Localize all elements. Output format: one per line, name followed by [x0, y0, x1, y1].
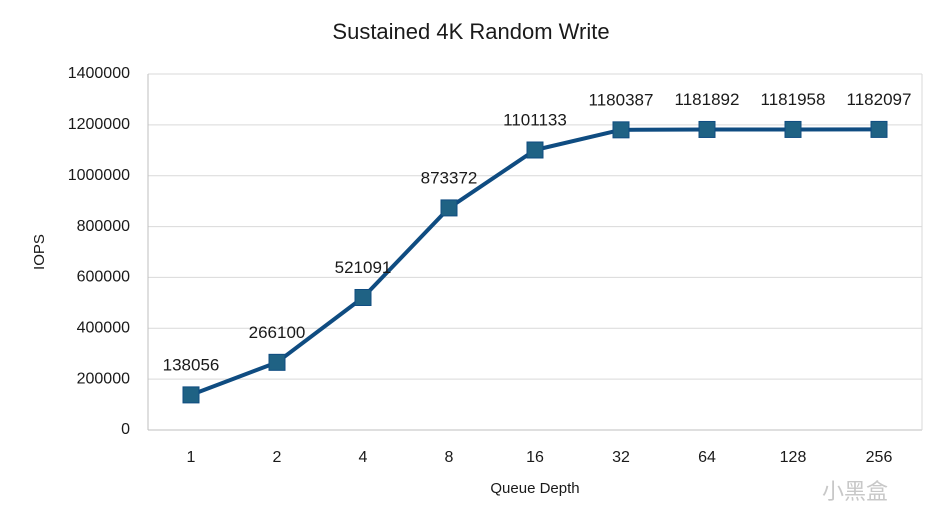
- y-tick-label: 0: [121, 421, 130, 438]
- data-point: [268, 353, 286, 371]
- y-axis-label: IOPS: [31, 234, 48, 270]
- x-tick-label: 8: [445, 449, 454, 466]
- data-point: [354, 288, 372, 306]
- data-label: 873372: [421, 168, 478, 187]
- y-tick-label: 800000: [77, 218, 130, 235]
- x-tick-label: 256: [866, 449, 893, 466]
- x-tick-label: 32: [612, 449, 630, 466]
- chart-title: Sustained 4K Random Write: [332, 19, 609, 44]
- data-label: 1182097: [847, 90, 912, 109]
- x-tick-label: 64: [698, 449, 716, 466]
- x-axis-label: Queue Depth: [490, 480, 579, 497]
- data-label: 1101133: [503, 110, 567, 129]
- data-point: [182, 386, 200, 404]
- data-point: [784, 120, 802, 138]
- data-point: [698, 120, 716, 138]
- data-label: 1181958: [761, 90, 826, 109]
- data-label: 266100: [249, 323, 306, 342]
- x-tick-label: 2: [273, 449, 282, 466]
- data-point: [612, 121, 630, 139]
- data-label: 521091: [335, 258, 392, 277]
- y-tick-label: 1000000: [68, 167, 130, 184]
- y-tick-label: 600000: [77, 269, 130, 286]
- data-point: [526, 141, 544, 159]
- x-tick-label: 4: [359, 449, 368, 466]
- data-point: [870, 120, 888, 138]
- y-tick-label: 1200000: [68, 116, 130, 133]
- data-label: 138056: [163, 355, 220, 374]
- watermark: 小黑盒: [822, 479, 888, 504]
- data-point: [440, 199, 458, 217]
- data-label: 1180387: [589, 90, 654, 109]
- y-tick-label: 1400000: [68, 65, 130, 82]
- data-label: 1181892: [675, 90, 740, 109]
- x-tick-label: 1: [187, 449, 196, 466]
- x-tick-label: 16: [526, 449, 544, 466]
- y-tick-label: 200000: [77, 370, 130, 387]
- y-tick-label: 400000: [77, 320, 130, 337]
- x-tick-label: 128: [780, 449, 807, 466]
